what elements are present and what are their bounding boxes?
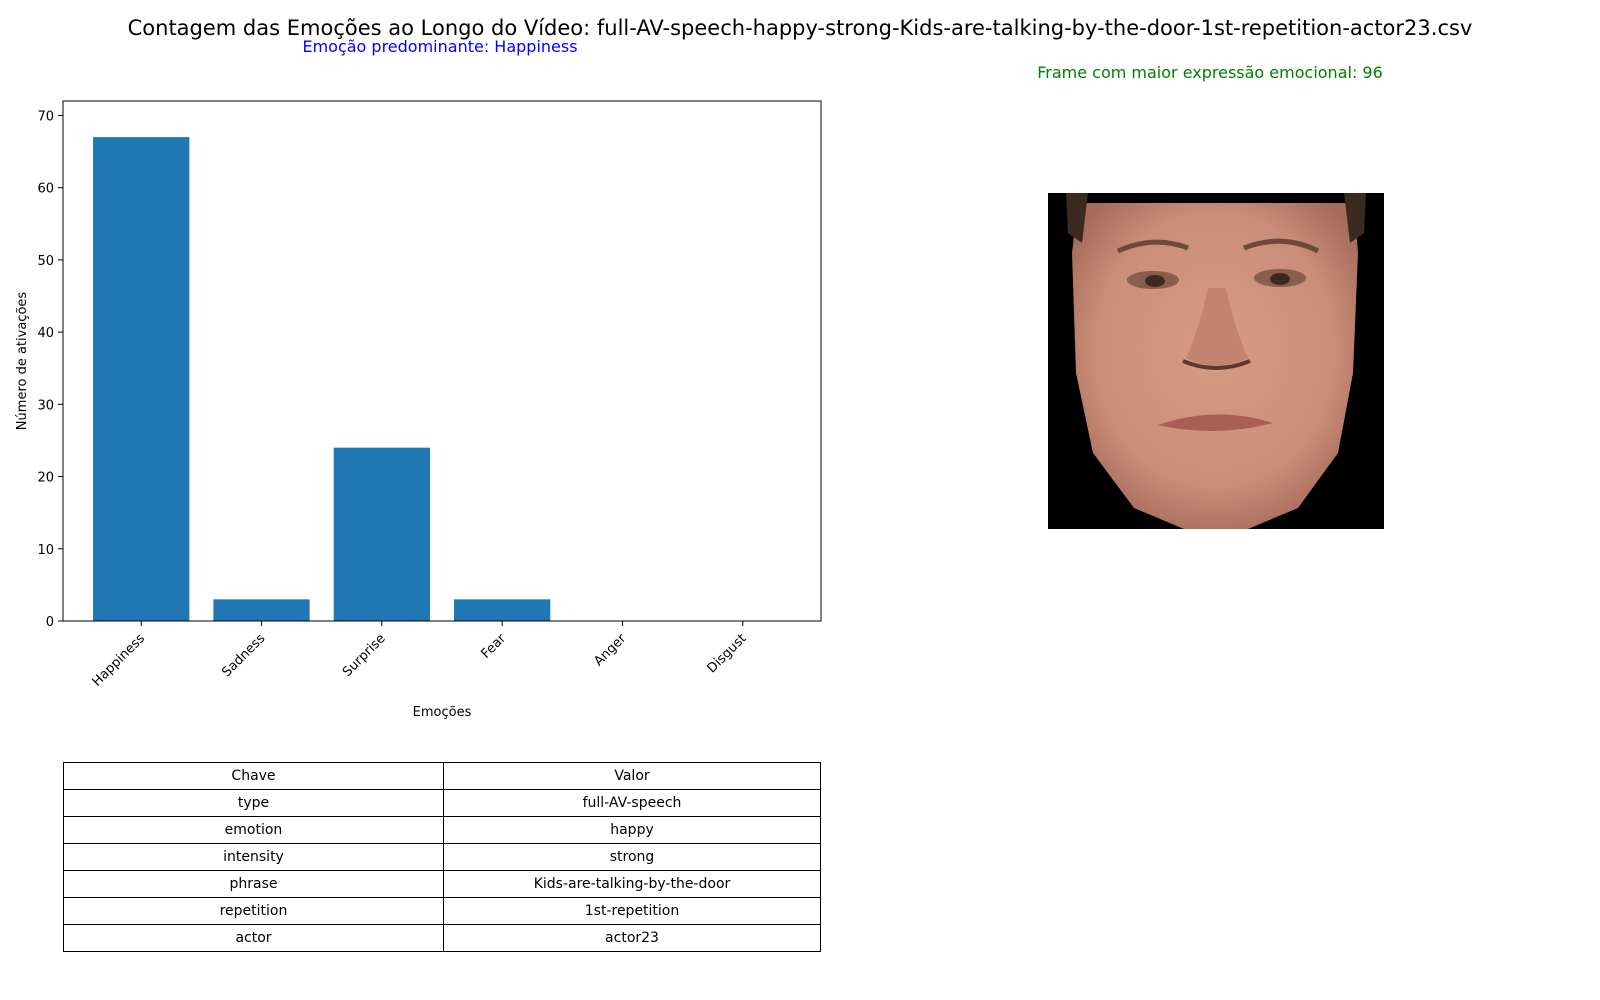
table-key-cell: Chave	[63, 762, 444, 790]
y-tick-label: 50	[37, 254, 54, 269]
table-key-cell: phrase	[63, 870, 444, 898]
table-value-cell: actor23	[443, 924, 821, 952]
table-value-cell: happy	[443, 816, 821, 844]
table-header-row: Chave Valor	[63, 762, 821, 790]
bar-surprise	[333, 447, 430, 621]
table-key-cell: actor	[63, 924, 444, 952]
table-value-cell: strong	[443, 843, 821, 871]
table-row: phrase Kids-are-talking-by-the-door	[63, 870, 821, 898]
table-key-cell: emotion	[63, 816, 444, 844]
y-tick-label: 70	[37, 109, 54, 124]
bar-fear	[454, 599, 551, 621]
table-key-cell: type	[63, 789, 444, 817]
max-frame-label: Frame com maior expressão emocional: 96	[1037, 63, 1383, 82]
table-value-cell: Valor	[443, 762, 821, 790]
table-row: type full-AV-speech	[63, 789, 821, 817]
x-tick-label: Happiness	[90, 631, 149, 690]
x-tick-label: Fear	[479, 631, 510, 662]
y-tick-label: 0	[46, 615, 54, 630]
y-tick-label: 60	[37, 182, 54, 197]
table-value-cell: Kids-are-talking-by-the-door	[443, 870, 821, 898]
face-photo-icon	[1048, 193, 1384, 529]
metadata-table: Chave Valor type full-AV-speech emotion happy…	[63, 762, 821, 952]
plot-frame	[62, 100, 822, 622]
y-axis-label: Número de ativações	[15, 292, 30, 431]
x-tick-label: Surprise	[340, 631, 389, 680]
table-row: emotion happy	[63, 816, 821, 844]
table-value-cell: full-AV-speech	[443, 789, 821, 817]
y-tick-label: 10	[37, 543, 54, 558]
x-tick-label: Sadness	[219, 631, 268, 680]
table-key-cell: repetition	[63, 897, 444, 925]
emotion-bar-chart: Happiness Sadness Surprise Fear Anger Disgust…	[15, 100, 822, 720]
bar-sadness	[213, 599, 310, 621]
predominant-emotion-label: Emoção predominante: Happiness	[302, 37, 578, 56]
x-tick-label: Disgust	[705, 631, 750, 676]
x-axis-label: Emoções	[413, 705, 472, 720]
figure-title: Contagem das Emoções ao Longo do Vídeo: …	[127, 16, 1473, 40]
table-row: actor actor23	[63, 924, 821, 952]
table-row: repetition 1st-repetition	[63, 897, 821, 925]
face-frame-image	[1048, 193, 1384, 529]
table-value-cell: 1st-repetition	[443, 897, 821, 925]
x-tick-label: Anger	[591, 631, 629, 669]
bar-happiness	[93, 137, 190, 621]
table-key-cell: intensity	[63, 843, 444, 871]
y-tick-label: 40	[37, 326, 54, 341]
y-tick-label: 20	[37, 471, 54, 486]
y-tick-label: 30	[37, 398, 54, 413]
table-row: intensity strong	[63, 843, 821, 871]
